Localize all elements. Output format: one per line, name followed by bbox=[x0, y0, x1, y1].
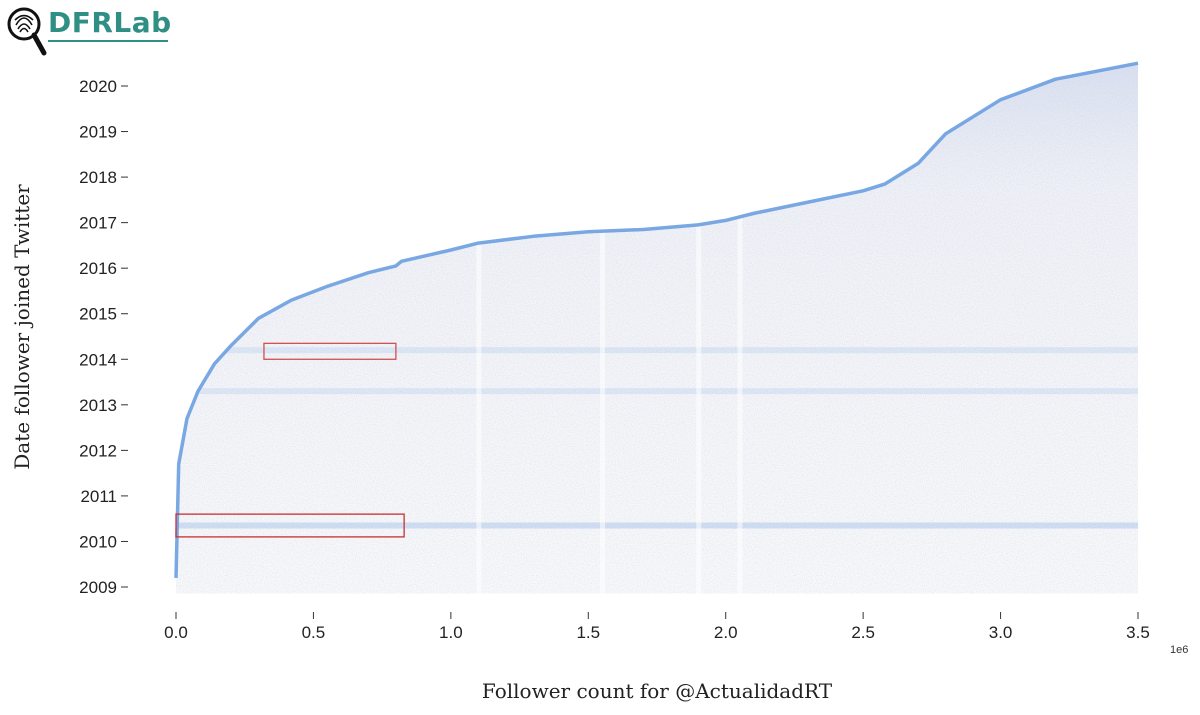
x-tick-label: 0.5 bbox=[302, 623, 326, 642]
x-axis-offset-label: 1e6 bbox=[1170, 644, 1188, 656]
x-tick-label: 1.0 bbox=[439, 623, 463, 642]
dense-band bbox=[176, 347, 1138, 354]
fingerprint-magnifier-icon bbox=[7, 7, 47, 56]
y-tick-label: 2020 bbox=[79, 77, 117, 96]
sparse-column bbox=[476, 63, 482, 594]
x-tick-label: 0.0 bbox=[164, 623, 188, 642]
y-axis: 2009 2010 2011 2012 2013 2014 2015 2016 2017 2018… bbox=[79, 77, 128, 597]
y-tick-label: 2018 bbox=[79, 168, 117, 187]
x-tick-label: 2.0 bbox=[714, 623, 738, 642]
y-tick-label: 2013 bbox=[79, 396, 117, 415]
y-tick-label: 2010 bbox=[79, 532, 117, 551]
x-tick-label: 1.5 bbox=[576, 623, 600, 642]
follower-point-cloud bbox=[176, 63, 1138, 594]
y-tick-label: 2011 bbox=[80, 487, 117, 506]
sparse-column bbox=[600, 63, 606, 594]
frontier-series-line bbox=[174, 61, 1139, 578]
y-tick-label: 2016 bbox=[79, 259, 117, 278]
y-tick-label: 2017 bbox=[79, 214, 117, 233]
y-tick-label: 2015 bbox=[79, 305, 117, 324]
logo-underline bbox=[48, 40, 168, 42]
annotation-box bbox=[175, 513, 405, 538]
x-tick-label: 3.0 bbox=[989, 623, 1013, 642]
y-tick-label: 2012 bbox=[79, 441, 117, 460]
logo-wordmark: DFRLab bbox=[48, 6, 172, 39]
dfrlab-logo: DFRLab bbox=[4, 3, 176, 61]
annotation-box bbox=[263, 342, 397, 360]
dense-band bbox=[176, 522, 1138, 529]
y-axis-title: Date follower joined Twitter bbox=[10, 184, 34, 470]
y-tick-label: 2014 bbox=[79, 350, 117, 369]
sparse-column bbox=[696, 63, 702, 594]
x-tick-label: 3.5 bbox=[1126, 623, 1150, 642]
point-grain bbox=[176, 63, 1138, 594]
x-tick-label: 2.5 bbox=[851, 623, 875, 642]
y-tick-label: 2019 bbox=[79, 123, 117, 142]
sparse-column bbox=[737, 63, 743, 594]
y-tick-label: 2009 bbox=[79, 578, 117, 597]
dense-band bbox=[176, 388, 1138, 395]
x-axis-title: Follower count for @ActualidadRT bbox=[482, 679, 833, 703]
x-axis: 0.0 0.5 1.0 1.5 2.0 2.5 3.0 3.5 bbox=[164, 612, 1150, 642]
